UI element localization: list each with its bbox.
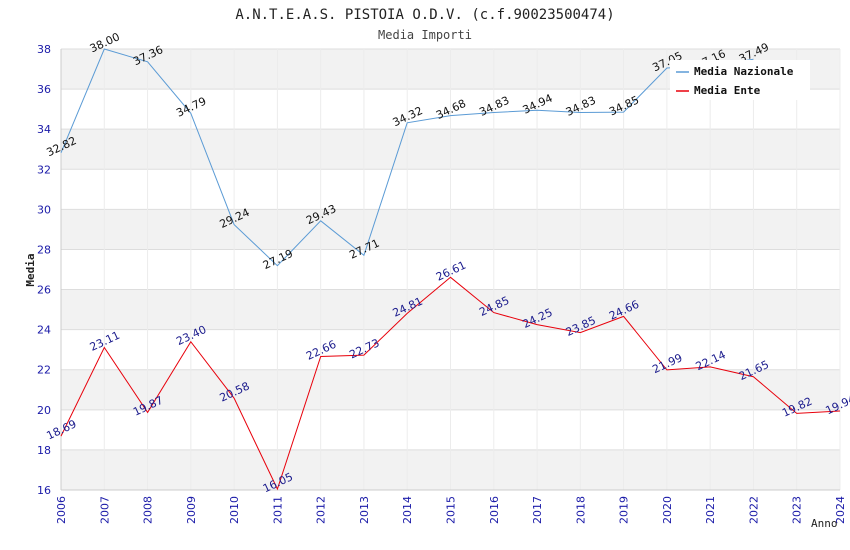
x-axis-ticks: 2006 2007 2008 2009 2010 2011 2012 2013 2014 2015… — [55, 496, 847, 524]
y-tick-label: 30 — [37, 203, 51, 216]
x-tick-label: 2023 — [791, 496, 804, 524]
x-tick-label: 2011 — [271, 496, 284, 524]
x-tick-label: 2021 — [704, 496, 717, 524]
y-tick-label: 18 — [37, 444, 51, 457]
x-tick-label: 2018 — [574, 496, 587, 524]
chart-title: A.N.T.E.A.S. PISTOIA O.D.V. (c.f.9002350… — [235, 7, 614, 23]
x-tick-label: 2009 — [185, 496, 198, 524]
chart-subtitle: Media Importi — [378, 28, 472, 42]
y-tick-label: 24 — [37, 324, 51, 337]
y-axis-ticks: 16 18 20 22 24 26 28 30 32 34 36 38 — [37, 43, 51, 497]
y-tick-label: 32 — [37, 163, 51, 176]
x-tick-label: 2020 — [661, 496, 674, 524]
x-tick-label: 2012 — [315, 496, 328, 524]
series-lines — [60, 48, 841, 491]
y-tick-label: 26 — [37, 284, 51, 297]
legend-box — [670, 60, 810, 100]
y-tick-label: 34 — [37, 123, 51, 136]
x-tick-label: 2008 — [142, 496, 155, 524]
x-tick-label: 2019 — [618, 496, 631, 524]
y-tick-label: 38 — [37, 43, 51, 56]
x-tick-label: 2010 — [228, 496, 241, 524]
x-tick-label: 2022 — [747, 496, 760, 524]
legend-label-media-nazionale: Media Nazionale — [694, 65, 794, 78]
x-tick-label: 2007 — [98, 496, 111, 524]
x-tick-label: 2006 — [55, 496, 68, 524]
y-tick-label: 20 — [37, 404, 51, 417]
x-tick-label: 2013 — [358, 496, 371, 524]
y-tick-label: 22 — [37, 364, 51, 377]
y-axis-label: Media — [24, 253, 37, 286]
x-tick-label: 2015 — [445, 496, 458, 524]
y-tick-label: 36 — [37, 83, 51, 96]
legend-label-media-ente: Media Ente — [694, 84, 761, 97]
x-tick-label: 2014 — [401, 496, 414, 524]
y-tick-label: 28 — [37, 243, 51, 256]
x-tick-label: 2017 — [531, 496, 544, 524]
y-tick-label: 16 — [37, 484, 51, 497]
legend: Media Nazionale Media Ente — [670, 60, 810, 100]
x-axis-label: Anno — [811, 517, 838, 530]
x-tick-label: 2024 — [834, 496, 847, 524]
x-tick-label: 2016 — [488, 496, 501, 524]
grid-lines — [60, 48, 841, 491]
